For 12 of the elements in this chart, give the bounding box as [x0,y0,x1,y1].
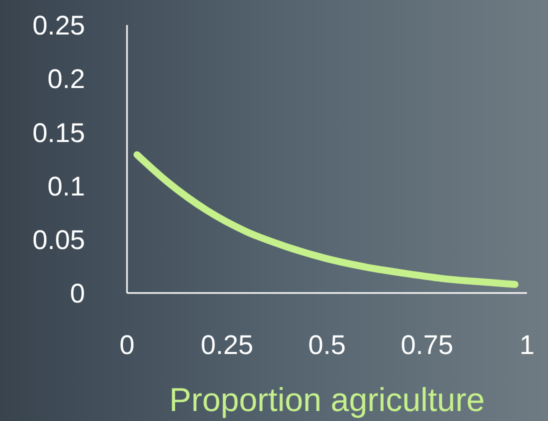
y-tick-label: 0.05 [32,224,85,255]
x-tick-label: 0.5 [308,330,346,360]
y-tick-label: 0.25 [32,10,85,41]
x-tick-label: 0.25 [200,330,254,360]
x-tick-label: 0.75 [400,330,454,360]
y-tick-label: 0.2 [47,64,85,94]
y-tick-label: 0 [70,278,85,309]
y-tick-label: 0.15 [32,118,85,148]
y-tick-label: 0.1 [47,171,85,202]
x-axis-title: Proportion agriculture [169,381,485,418]
x-tick-label: 1 [519,330,535,360]
x-tick-label: 0 [119,330,135,360]
